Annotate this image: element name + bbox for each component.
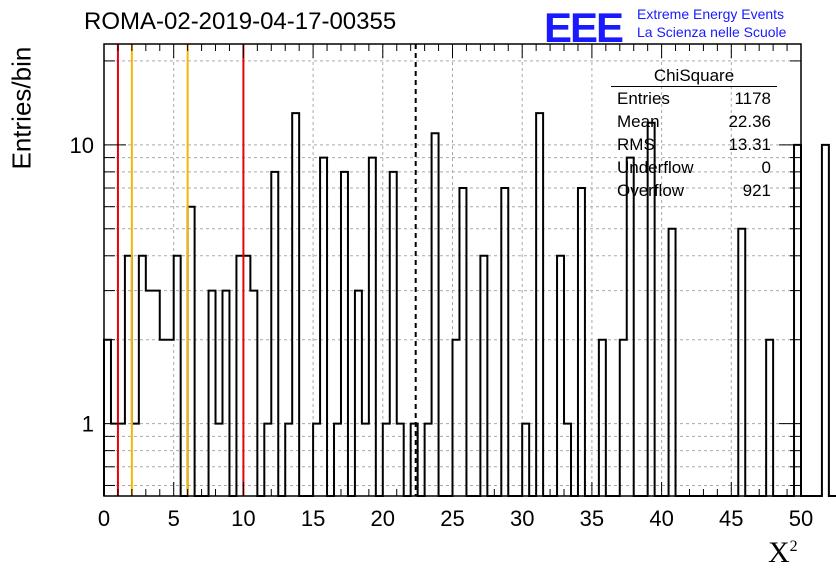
stats-row: Mean 22.36	[611, 110, 777, 133]
y-axis-label: Entries/bin	[6, 46, 37, 170]
x-axis-label: X2	[768, 536, 798, 570]
logo-line-2: La Scienza nelle Scuole	[637, 24, 787, 40]
stats-row: Underflow 0	[611, 156, 777, 179]
stats-value: 1178	[734, 89, 771, 108]
stats-label: Overflow	[617, 181, 685, 200]
x-tick-label: 30	[510, 506, 534, 531]
chart-title: ROMA-02-2019-04-17-00355	[84, 8, 397, 35]
stats-label: Mean	[617, 112, 660, 131]
y-tick-label: 10	[70, 133, 94, 158]
stats-label: Entries	[617, 89, 670, 108]
x-tick-label: 10	[231, 506, 255, 531]
stats-label: Underflow	[617, 158, 694, 177]
stats-title: ChiSquare	[611, 66, 777, 87]
stats-value: 0	[761, 158, 771, 177]
stats-value: 22.36	[728, 112, 771, 131]
x-tick-label: 40	[649, 506, 673, 531]
x-axis-label-sup: 2	[789, 538, 798, 555]
x-tick-label: 45	[719, 506, 743, 531]
logo-line-1: Extreme Energy Events	[637, 6, 785, 22]
stats-box: ChiSquare Entries 1178 Mean 22.36 RMS 13.31…	[611, 66, 777, 202]
x-tick-label: 50	[789, 506, 813, 531]
eee-logo: EEE	[544, 4, 624, 51]
x-tick-label: 35	[580, 506, 604, 531]
x-tick-label: 20	[371, 506, 395, 531]
stats-value: 13.31	[728, 135, 771, 154]
x-tick-label: 5	[168, 506, 180, 531]
stats-row: RMS 13.31	[611, 133, 777, 156]
x-tick-label: 25	[440, 506, 464, 531]
y-tick-label: 1	[82, 412, 94, 437]
stats-value: 921	[742, 181, 771, 200]
x-tick-label: 0	[98, 506, 110, 531]
stats-row: Overflow 921	[611, 179, 777, 202]
x-axis-label-text: X	[768, 536, 790, 569]
stats-label: RMS	[617, 135, 655, 154]
x-tick-label: 15	[301, 506, 325, 531]
stats-row: Entries 1178	[611, 87, 777, 110]
